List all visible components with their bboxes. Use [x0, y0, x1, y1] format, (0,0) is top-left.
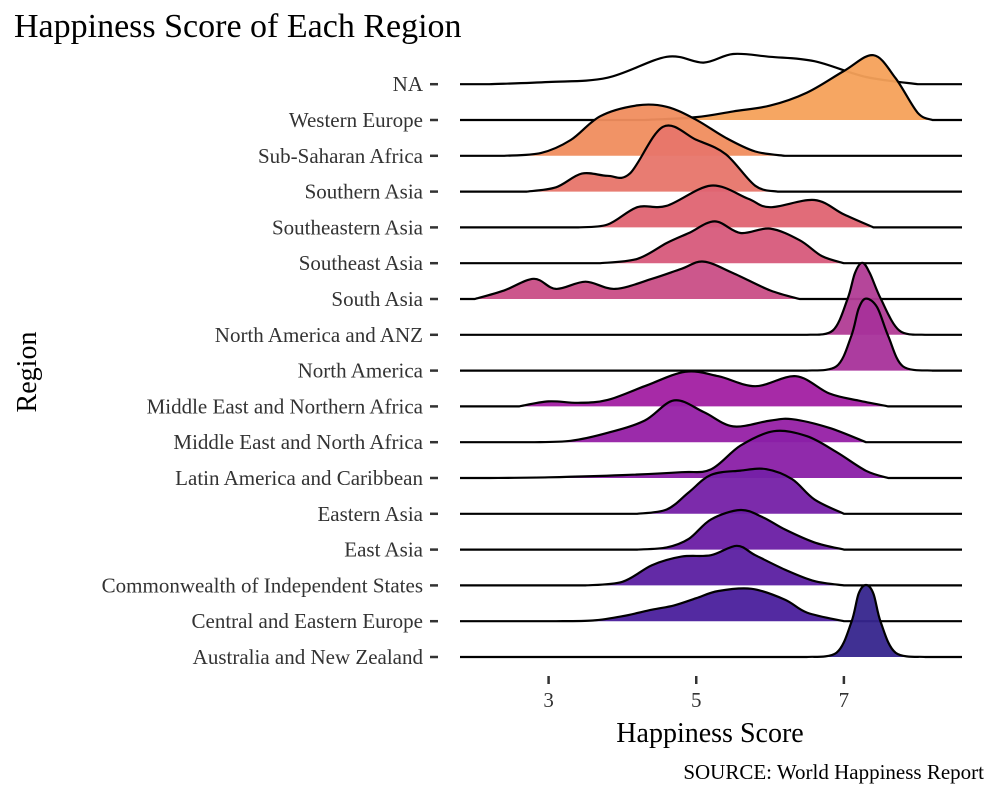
y-tick-label-north-america-and-anz: North America and ANZ	[215, 323, 423, 347]
y-tick-label-east-asia: East Asia	[344, 538, 423, 562]
ridge-line-latin-america-and-caribbean	[460, 429, 962, 480]
ridge-eastern-asia	[460, 467, 962, 515]
ridge-middle-east-and-northern-africa	[460, 370, 962, 408]
ridge-area-middle-east-and-northern-africa	[519, 371, 889, 407]
ridge-line-western-europe	[460, 54, 962, 122]
ridge-southeastern-asia	[460, 184, 962, 229]
y-tick-label-sub-saharan-africa: Sub-Saharan Africa	[258, 144, 424, 168]
ridge-line-south-asia	[460, 260, 962, 301]
ridge-line-east-asia	[460, 508, 962, 551]
x-axis-title: Happiness Score	[616, 718, 803, 749]
ridge-central-and-eastern-europe	[460, 587, 962, 623]
y-tick-label-commonwealth-of-independent-states: Commonwealth of Independent States	[102, 573, 423, 597]
x-tick-label-7: 7	[839, 688, 850, 712]
ridge-north-america	[460, 297, 962, 372]
y-tick-label-na: NA	[393, 72, 424, 96]
ridge-line-middle-east-and-north-africa	[460, 399, 962, 444]
ridge-east-asia	[460, 508, 962, 551]
ridge-area-south-asia	[474, 261, 800, 299]
ridges-group	[460, 52, 962, 659]
ridge-area-southern-asia	[526, 125, 778, 192]
y-tick-label-middle-east-and-northern-africa: Middle East and Northern Africa	[147, 394, 424, 418]
ridge-commonwealth-of-independent-states	[460, 544, 962, 587]
ridge-area-australia-and-new-zealand	[807, 585, 926, 657]
ridge-line-north-america-and-anz	[460, 261, 962, 336]
ridge-area-southeastern-asia	[578, 185, 874, 228]
ridge-area-north-america	[807, 298, 933, 371]
ridge-area-sub-saharan-africa	[504, 104, 785, 156]
y-axis-title: Region	[12, 332, 43, 413]
ridge-line-eastern-asia	[460, 467, 962, 515]
ridge-area-western-europe	[644, 55, 933, 121]
ridge-area-central-and-eastern-europe	[556, 588, 844, 622]
y-tick-label-southeast-asia: Southeast Asia	[299, 251, 424, 275]
y-tick-label-western-europe: Western Europe	[289, 108, 423, 132]
ridge-line-southeast-asia	[460, 220, 962, 265]
x-axis: 3 5 7	[543, 676, 849, 712]
ridge-area-middle-east-and-north-africa	[533, 400, 866, 443]
ridge-western-europe	[460, 54, 962, 122]
y-tick-label-eastern-asia: Eastern Asia	[317, 502, 423, 526]
y-tick-label-southeastern-asia: Southeastern Asia	[272, 215, 424, 239]
y-tick-label-latin-america-and-caribbean: Latin America and Caribbean	[175, 466, 423, 490]
ridge-line-southern-asia	[460, 124, 962, 193]
y-axis: Australia and New Zealand Central and Eas…	[102, 72, 438, 669]
ridge-area-southeast-asia	[600, 221, 844, 264]
x-tick-label-5: 5	[691, 688, 702, 712]
ridge-line-middle-east-and-northern-africa	[460, 370, 962, 408]
y-tick-label-australia-and-new-zealand: Australia and New Zealand	[193, 645, 424, 669]
chart-caption: SOURCE: World Happiness Report	[683, 760, 984, 784]
y-tick-label-southern-asia: Southern Asia	[305, 180, 424, 204]
ridge-line-australia-and-new-zealand	[460, 583, 962, 659]
y-tick-label-north-america: North America	[298, 359, 424, 383]
ridge-line-sub-saharan-africa	[460, 103, 962, 157]
ridge-sub-saharan-africa	[460, 103, 962, 157]
ridge-south-asia	[460, 260, 962, 301]
y-tick-label-central-and-eastern-europe: Central and Eastern Europe	[192, 609, 424, 633]
ridge-latin-america-and-caribbean	[460, 429, 962, 480]
ridge-line-north-america	[460, 297, 962, 372]
y-tick-label-south-asia: South Asia	[331, 287, 423, 311]
ridge-line-central-and-eastern-europe	[460, 587, 962, 623]
x-tick-label-3: 3	[543, 688, 554, 712]
ridge-line-southeastern-asia	[460, 184, 962, 229]
y-tick-label-middle-east-and-north-africa: Middle East and North Africa	[173, 430, 423, 454]
ridge-area-commonwealth-of-independent-states	[585, 545, 844, 586]
ridge-southeast-asia	[460, 220, 962, 265]
ridge-area-east-asia	[637, 509, 844, 550]
ridge-australia-and-new-zealand	[460, 583, 962, 659]
ridge-line-commonwealth-of-independent-states	[460, 544, 962, 587]
chart-title: Happiness Score of Each Region	[14, 8, 462, 45]
ridge-area-latin-america-and-caribbean	[489, 430, 889, 478]
ridge-southern-asia	[460, 124, 962, 193]
